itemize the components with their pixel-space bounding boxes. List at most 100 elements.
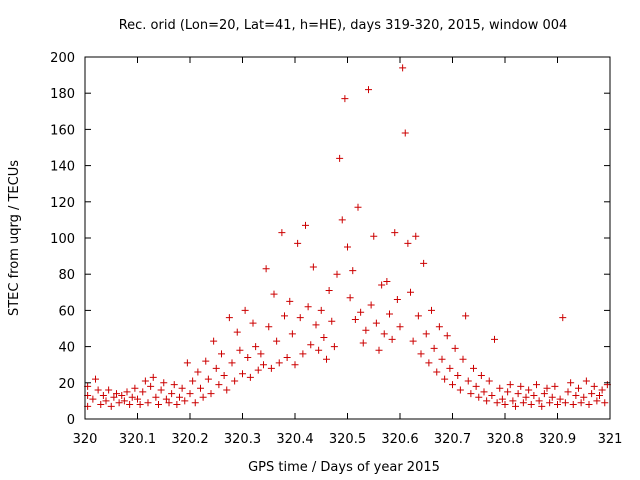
data-point xyxy=(328,317,336,325)
data-point xyxy=(491,335,498,343)
data-point xyxy=(309,263,317,271)
x-tick-label: 320.5 xyxy=(329,432,366,447)
data-point xyxy=(533,381,540,389)
data-point xyxy=(105,386,113,394)
data-point xyxy=(296,314,304,322)
data-point xyxy=(136,401,144,409)
x-tick-label: 320.6 xyxy=(381,432,418,447)
data-point xyxy=(244,353,252,361)
x-tick-label: 320.8 xyxy=(486,432,523,447)
data-point xyxy=(493,399,501,407)
data-point xyxy=(299,350,307,358)
data-point xyxy=(241,306,249,314)
data-point xyxy=(501,401,509,409)
data-point xyxy=(438,355,446,363)
data-point xyxy=(307,341,315,349)
data-point xyxy=(357,308,365,316)
data-point xyxy=(396,323,404,331)
y-tick-label: 200 xyxy=(50,51,75,66)
data-point xyxy=(556,395,564,403)
data-point xyxy=(123,388,131,396)
data-point xyxy=(506,381,514,389)
data-point xyxy=(115,399,123,407)
y-tick-label: 40 xyxy=(58,341,75,356)
data-point xyxy=(417,350,425,358)
y-tick-label: 100 xyxy=(50,232,75,247)
data-point xyxy=(89,395,97,403)
data-point xyxy=(304,303,312,311)
data-point xyxy=(372,319,380,327)
data-point xyxy=(162,395,170,403)
x-axis-label: GPS time / Days of year 2015 xyxy=(248,460,440,475)
data-point xyxy=(281,312,288,320)
data-point xyxy=(330,343,338,351)
data-point xyxy=(485,377,493,385)
data-point xyxy=(338,216,346,224)
data-point xyxy=(535,397,543,405)
data-point xyxy=(454,372,462,380)
data-point xyxy=(267,364,275,372)
data-point xyxy=(598,386,606,394)
data-point xyxy=(596,391,603,399)
data-point xyxy=(551,382,559,390)
data-point xyxy=(519,399,527,407)
data-point xyxy=(525,386,533,394)
data-point xyxy=(378,281,386,289)
data-point xyxy=(346,294,354,302)
data-point xyxy=(375,346,383,354)
data-point xyxy=(141,377,149,385)
data-point xyxy=(367,301,375,309)
data-point xyxy=(590,382,598,390)
data-point xyxy=(575,384,582,392)
data-point xyxy=(412,232,420,240)
data-point xyxy=(139,388,147,396)
data-point xyxy=(302,221,309,229)
data-point xyxy=(527,401,535,409)
data-point xyxy=(220,372,228,380)
data-point xyxy=(425,359,433,367)
chart-title: Rec. orid (Lon=20, Lat=41, h=HE), days 3… xyxy=(119,18,568,33)
data-point xyxy=(283,353,291,361)
data-point xyxy=(236,346,244,354)
data-point xyxy=(514,390,522,398)
data-point xyxy=(254,366,262,374)
data-point xyxy=(451,344,459,352)
data-point xyxy=(228,359,236,367)
data-point xyxy=(456,386,464,394)
data-point xyxy=(483,397,491,405)
data-point xyxy=(94,386,102,394)
data-point xyxy=(194,368,202,376)
data-point xyxy=(210,337,218,345)
data-point xyxy=(449,381,456,389)
data-point xyxy=(333,270,341,278)
data-point xyxy=(509,397,517,405)
data-point xyxy=(435,323,443,331)
data-point xyxy=(512,402,519,410)
data-point xyxy=(197,384,204,392)
data-point xyxy=(475,393,483,401)
data-point xyxy=(262,265,270,273)
data-point xyxy=(275,359,283,367)
data-point xyxy=(428,306,435,314)
data-point xyxy=(113,390,120,398)
data-point xyxy=(554,401,561,409)
data-point xyxy=(341,95,349,103)
data-point xyxy=(388,335,396,343)
data-point xyxy=(176,393,183,401)
data-point xyxy=(567,379,575,387)
y-tick-label: 0 xyxy=(67,413,75,428)
data-point xyxy=(459,355,467,363)
data-point xyxy=(543,384,551,392)
data-point xyxy=(128,393,136,401)
data-point xyxy=(286,297,294,305)
x-tick-label: 320.7 xyxy=(434,432,471,447)
data-point xyxy=(97,401,105,409)
data-point xyxy=(239,370,246,378)
data-point xyxy=(344,243,351,251)
data-point xyxy=(517,382,525,390)
data-point xyxy=(144,399,152,407)
data-point xyxy=(223,386,231,394)
data-point xyxy=(257,350,265,358)
data-point xyxy=(569,401,577,409)
data-point xyxy=(480,388,488,396)
